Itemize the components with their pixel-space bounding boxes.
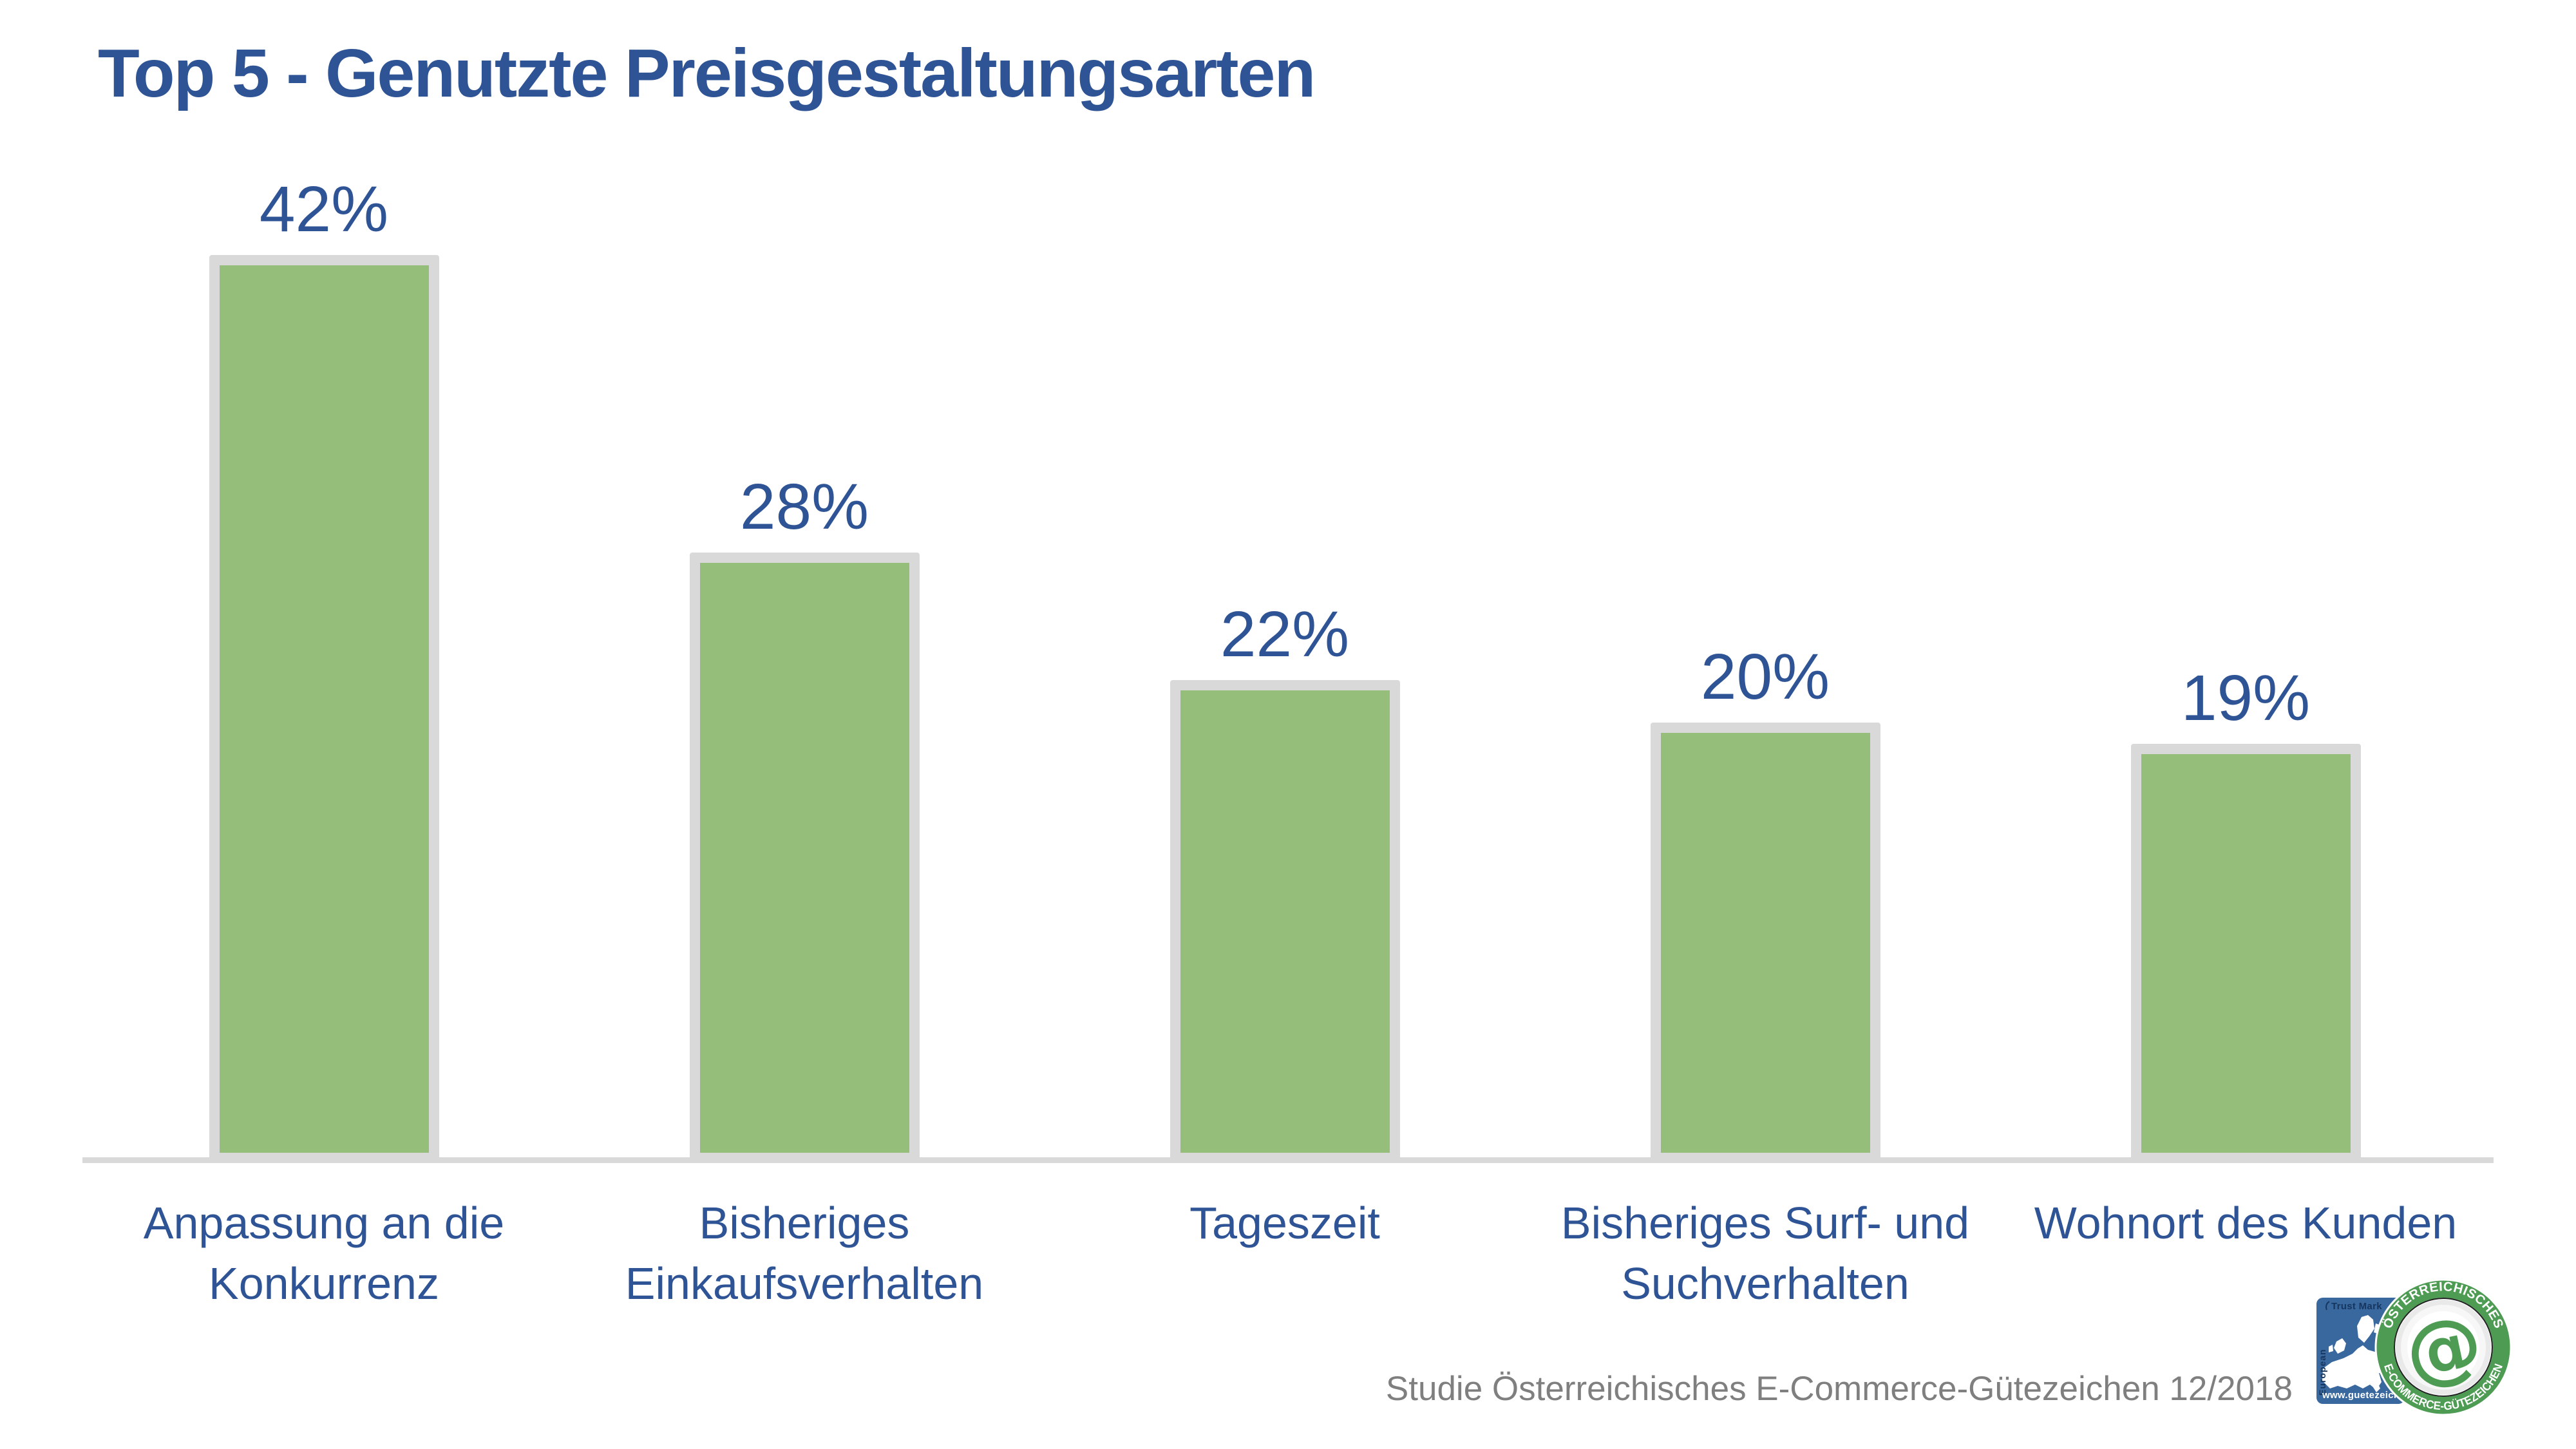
- european-label: European: [2317, 1349, 2327, 1396]
- bar-category-label: Bisheriges Surf- und Suchverhalten: [1525, 1193, 2005, 1314]
- trust-mark-swoosh-icon: [2325, 1301, 2330, 1311]
- bar-value-label: 42%: [259, 173, 389, 245]
- trust-mark-label: Trust Mark: [2331, 1301, 2382, 1312]
- bar-value-label: 19%: [2181, 662, 2311, 734]
- chart-title: Top 5 - Genutzte Preisgestaltungsarten: [98, 35, 1316, 111]
- ecommerce-guetezeichen-seal: @ ÖSTERREICHISCHES E-COMMERCE-GÜTEZEICHE…: [2374, 1278, 2512, 1416]
- bar: [1650, 723, 1880, 1163]
- bar: [1170, 680, 1400, 1163]
- bar: [2130, 744, 2361, 1163]
- at-symbol: @: [2397, 1296, 2490, 1399]
- bar-value-label: 28%: [739, 471, 869, 543]
- bar-category-label: Bisheriges Einkaufsverhalten: [564, 1193, 1045, 1314]
- bar-value-label: 22%: [1220, 598, 1350, 670]
- bar-category-label-line: Anpassung an die: [143, 1198, 505, 1248]
- trust-mark-label-row: Trust Mark: [2324, 1301, 2382, 1312]
- bar: [689, 553, 920, 1163]
- trust-mark-logo: Trust Mark European www.guetezeichen.at …: [2316, 1273, 2576, 1428]
- bar-category-label-line: Bisheriges Surf- und: [1560, 1198, 1970, 1248]
- bar-category-label-line: Einkaufsverhalten: [625, 1258, 984, 1309]
- bar-category-label: Anpassung an die Konkurrenz: [84, 1193, 564, 1314]
- bar-category-label-line: Konkurrenz: [209, 1258, 439, 1309]
- bar-category-label: Wohnort des Kunden: [2005, 1193, 2486, 1253]
- bar-value-label: 20%: [1700, 641, 1830, 713]
- bar-category-label: Tageszeit: [1045, 1193, 1525, 1253]
- bar: [209, 255, 439, 1163]
- source-note: Studie Österreichisches E-Commerce-Gütez…: [1385, 1370, 2293, 1408]
- bar-category-label-line: Wohnort des Kunden: [2034, 1198, 2458, 1248]
- bar-category-label-line: Tageszeit: [1189, 1198, 1380, 1248]
- bar-category-label-line: Bisheriges: [699, 1198, 910, 1248]
- bar-category-label-line: Suchverhalten: [1621, 1258, 1909, 1309]
